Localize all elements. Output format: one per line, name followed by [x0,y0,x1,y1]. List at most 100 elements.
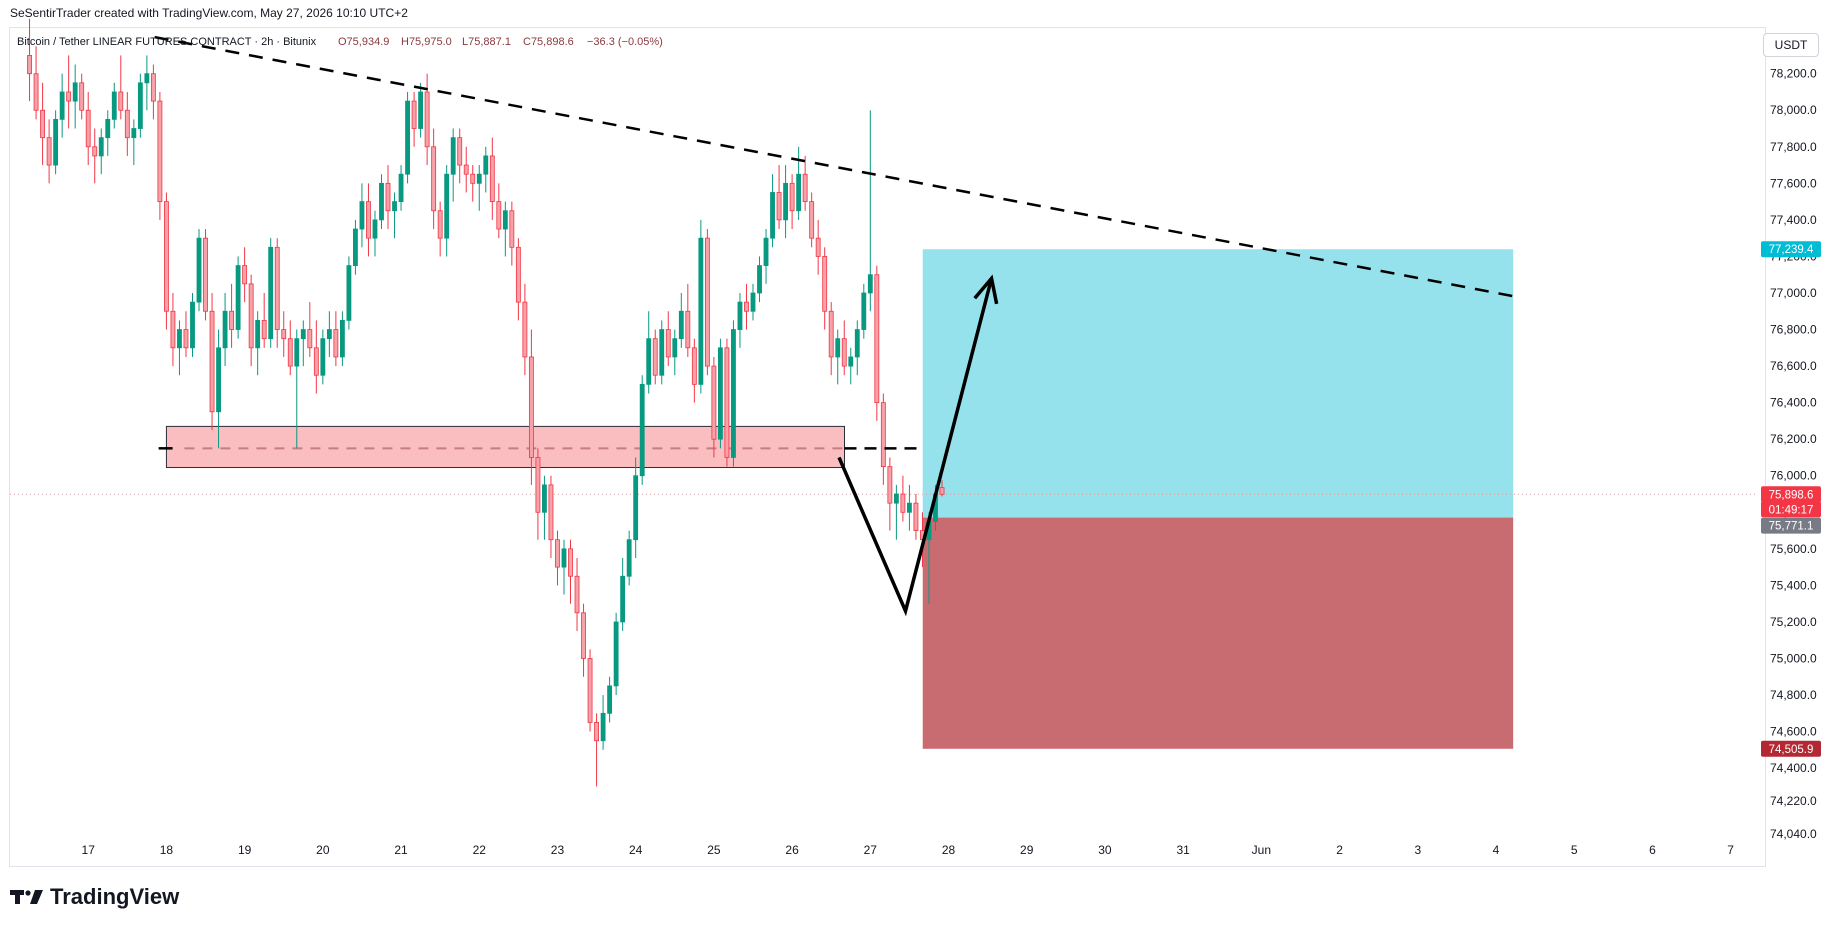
candle-body [418,91,424,129]
candle [281,311,287,357]
candle [79,73,85,120]
candle [672,329,678,376]
candle-body [802,173,808,203]
candle-body [574,575,580,614]
candle [711,356,717,458]
last-price-tag: 75,898.6 [1769,489,1814,501]
candle [483,146,489,193]
candle-body [170,310,176,349]
candle-body [542,484,547,513]
stop-zone [922,517,1514,749]
x-tick-label: 27 [864,843,878,857]
candle-body [900,493,906,513]
currency-selector[interactable]: USDT [1763,33,1819,57]
candle [685,283,691,357]
candle-body [411,100,417,129]
x-tick-label: 7 [1727,843,1734,857]
candle-body [711,365,717,440]
candle-body [450,137,456,175]
candle [515,238,521,321]
x-tick-label: Jun [1252,843,1271,857]
candle-body [313,347,319,376]
bar-countdown-tag: 01:49:17 [1769,504,1814,516]
candle-body [261,320,267,340]
candle [222,292,228,367]
candle [854,320,860,376]
stop-price-tag: 74,505.9 [1769,744,1814,756]
candle-body [854,329,860,358]
candle-body [646,338,652,385]
candle-body [307,329,313,349]
candle [880,393,886,485]
candle-body [463,164,469,175]
candle-body [46,137,52,166]
candle-body [776,192,782,221]
candle-body [196,237,202,303]
candle-body [731,329,736,458]
candle [307,302,313,357]
last-price-tag-bg [1761,486,1821,503]
candle-body [255,320,261,349]
y-tick-label: 74,040.0 [1770,827,1817,841]
x-tick-label: 2 [1336,843,1343,857]
candle-body [607,685,613,714]
candle [906,484,912,531]
candle [235,256,241,339]
candle-body [346,265,352,321]
x-tick-label: 4 [1493,843,1500,857]
candle [496,183,502,239]
y-tick-label: 78,200.0 [1770,67,1817,81]
candle [111,82,117,129]
candle [568,539,573,604]
candle-body [385,182,391,212]
candle [724,338,730,467]
candle [170,292,176,367]
candle [457,128,463,184]
candle-body [209,310,215,413]
candle-body [548,484,554,541]
candle-body [815,237,821,257]
candle-body [887,466,893,504]
x-tick-label: 31 [1176,843,1190,857]
candle-body [164,201,169,312]
candle [620,557,626,632]
candle [463,146,469,193]
candle-body [737,301,743,330]
candle [183,311,189,357]
candle [502,201,508,257]
chart-pane[interactable] [9,27,1766,867]
candle [294,329,300,449]
candle [320,329,326,385]
candle-body [841,338,847,367]
candle-body [444,173,450,239]
x-tick-label: 17 [82,843,96,857]
candle [652,329,658,385]
candle [587,649,593,732]
candle [392,192,397,239]
x-tick-label: 26 [785,843,799,857]
candle-body [105,118,111,139]
candle [229,283,235,348]
candle-body [587,658,593,723]
x-tick-label: 5 [1571,843,1578,857]
candle [594,713,599,787]
candle [574,557,580,632]
candle [789,174,795,230]
candle [27,18,32,102]
candle-body [594,722,599,742]
x-tick-label: 3 [1414,843,1421,857]
projection-arrowhead [973,274,999,305]
candle-body [867,274,873,294]
candle [763,229,769,284]
tradingview-brand[interactable]: TradingView [10,882,179,912]
candle-body [320,338,326,376]
candle-body [489,155,495,203]
candle [802,155,808,211]
candle [261,292,267,348]
y-tick-label: 76,000.0 [1770,469,1817,483]
target-zone [922,249,1514,518]
candle-body [848,356,854,367]
x-tick-label: 20 [316,843,330,857]
candle-body [515,246,521,303]
